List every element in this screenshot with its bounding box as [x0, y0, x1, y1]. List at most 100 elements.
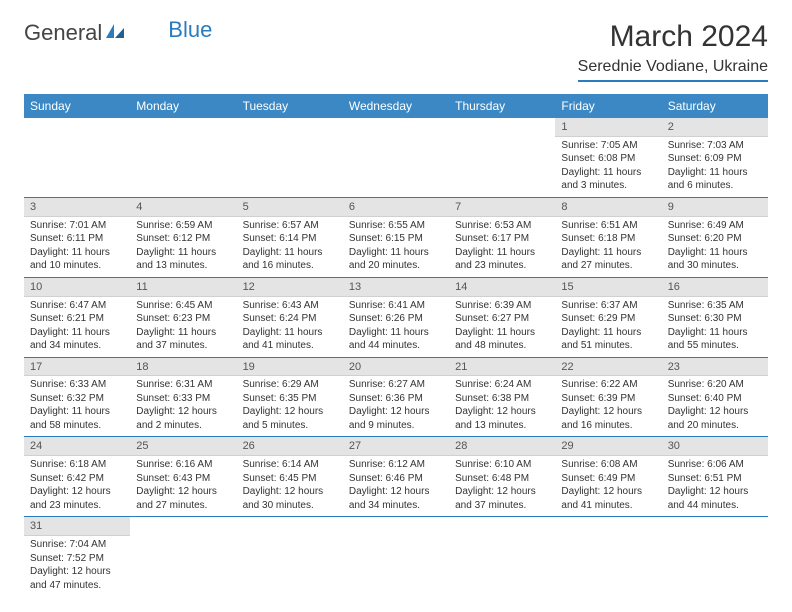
- day-number: 28: [449, 437, 555, 456]
- calendar-cell: [343, 118, 449, 197]
- day-number: 17: [24, 358, 130, 377]
- calendar-cell: 26Sunrise: 6:14 AMSunset: 6:45 PMDayligh…: [237, 437, 343, 517]
- day-header: Saturday: [662, 94, 768, 118]
- daylight-text: Daylight: 12 hours and 13 minutes.: [455, 405, 549, 432]
- calendar-week: 24 Sunrise: 6:18 AMSunset: 6:42 PM Dayligh…: [24, 437, 768, 517]
- sunset-text: Sunset: 6:35 PM: [243, 392, 337, 406]
- sunset-text: Sunset: 6:17 PM: [455, 232, 549, 246]
- calendar-cell: 17Sunrise: 6:33 AMSunset: 6:32 PMDayligh…: [24, 357, 130, 437]
- calendar-cell: [555, 517, 661, 596]
- daylight-text: Daylight: 11 hours and 58 minutes.: [30, 405, 124, 432]
- daylight-text: Daylight: 11 hours and 44 minutes.: [349, 326, 443, 353]
- day-number: 16: [662, 278, 768, 297]
- sunrise-text: Sunrise: 6:16 AM: [136, 458, 230, 472]
- day-header: Tuesday: [237, 94, 343, 118]
- daylight-text: Daylight: 11 hours and 3 minutes.: [561, 166, 655, 193]
- daylight-text: Daylight: 12 hours and 2 minutes.: [136, 405, 230, 432]
- sunrise-text: Sunrise: 6:14 AM: [243, 458, 337, 472]
- calendar-cell: 15Sunrise: 6:37 AMSunset: 6:29 PMDayligh…: [555, 277, 661, 357]
- calendar-cell: 6Sunrise: 6:55 AMSunset: 6:15 PMDaylight…: [343, 197, 449, 277]
- day-number: 14: [449, 278, 555, 297]
- daylight-text: Daylight: 11 hours and 51 minutes.: [561, 326, 655, 353]
- logo: General Blue: [24, 20, 212, 46]
- calendar-cell: [130, 118, 236, 197]
- calendar-cell: 9Sunrise: 6:49 AMSunset: 6:20 PMDaylight…: [662, 197, 768, 277]
- calendar-cell: 5Sunrise: 6:57 AMSunset: 6:14 PMDaylight…: [237, 197, 343, 277]
- day-body: Sunrise: 6:16 AMSunset: 6:43 PMDaylight:…: [130, 456, 236, 516]
- daylight-text: Daylight: 12 hours and 20 minutes.: [668, 405, 762, 432]
- daylight-text: Daylight: 12 hours and 34 minutes.: [349, 485, 443, 512]
- sunset-text: Sunset: 6:39 PM: [561, 392, 655, 406]
- sunrise-text: Sunrise: 6:37 AM: [561, 299, 655, 313]
- calendar-cell: 3Sunrise: 7:01 AMSunset: 6:11 PMDaylight…: [24, 197, 130, 277]
- day-body: Sunrise: 6:20 AMSunset: 6:40 PMDaylight:…: [662, 376, 768, 436]
- day-number: 8: [555, 198, 661, 217]
- sunrise-text: Sunrise: 6:20 AM: [668, 378, 762, 392]
- calendar-cell: 1Sunrise: 7:05 AMSunset: 6:08 PMDaylight…: [555, 118, 661, 197]
- sunrise-text: Sunrise: 7:03 AM: [668, 139, 762, 153]
- day-body: Sunrise: 7:01 AMSunset: 6:11 PMDaylight:…: [24, 217, 130, 277]
- day-body: Sunrise: 6:53 AMSunset: 6:17 PMDaylight:…: [449, 217, 555, 277]
- sunrise-text: Sunrise: 6:08 AM: [561, 458, 655, 472]
- day-number: 31: [24, 517, 130, 536]
- day-body: Sunrise: 6:57 AMSunset: 6:14 PMDaylight:…: [237, 217, 343, 277]
- day-body: Sunrise: 6:10 AMSunset: 6:48 PMDaylight:…: [449, 456, 555, 516]
- day-header: Wednesday: [343, 94, 449, 118]
- sunrise-text: Sunrise: 6:49 AM: [668, 219, 762, 233]
- daylight-text: Daylight: 12 hours and 30 minutes.: [243, 485, 337, 512]
- day-number: 24: [24, 437, 130, 456]
- sunrise-text: Sunrise: 6:35 AM: [668, 299, 762, 313]
- day-number: 22: [555, 358, 661, 377]
- day-header: Sunday: [24, 94, 130, 118]
- day-body: Sunrise: 6:55 AMSunset: 6:15 PMDaylight:…: [343, 217, 449, 277]
- day-body: Sunrise: 6:24 AMSunset: 6:38 PMDaylight:…: [449, 376, 555, 436]
- day-number: 5: [237, 198, 343, 217]
- daylight-text: Daylight: 12 hours and 27 minutes.: [136, 485, 230, 512]
- calendar-cell: 22Sunrise: 6:22 AMSunset: 6:39 PMDayligh…: [555, 357, 661, 437]
- sunset-text: Sunset: 6:11 PM: [30, 232, 124, 246]
- calendar-cell: 13Sunrise: 6:41 AMSunset: 6:26 PMDayligh…: [343, 277, 449, 357]
- sunrise-text: Sunrise: 7:01 AM: [30, 219, 124, 233]
- day-body: Sunrise: 6:33 AMSunset: 6:32 PMDaylight:…: [24, 376, 130, 436]
- day-number: 23: [662, 358, 768, 377]
- day-number: 9: [662, 198, 768, 217]
- day-number: 29: [555, 437, 661, 456]
- day-body: Sunrise: 6:12 AMSunset: 6:46 PMDaylight:…: [343, 456, 449, 516]
- calendar-cell: 2Sunrise: 7:03 AMSunset: 6:09 PMDaylight…: [662, 118, 768, 197]
- day-body: Sunrise: 7:03 AMSunset: 6:09 PMDaylight:…: [662, 137, 768, 197]
- day-number: 18: [130, 358, 236, 377]
- day-header: Thursday: [449, 94, 555, 118]
- sunrise-text: Sunrise: 6:29 AM: [243, 378, 337, 392]
- calendar-cell: 27Sunrise: 6:12 AMSunset: 6:46 PMDayligh…: [343, 437, 449, 517]
- sunrise-text: Sunrise: 6:18 AM: [30, 458, 124, 472]
- logo-sail-icon: [104, 20, 126, 46]
- sunrise-text: Sunrise: 6:12 AM: [349, 458, 443, 472]
- daylight-text: Daylight: 11 hours and 27 minutes.: [561, 246, 655, 273]
- daylight-text: Daylight: 11 hours and 13 minutes.: [136, 246, 230, 273]
- calendar-cell: 16Sunrise: 6:35 AMSunset: 6:30 PMDayligh…: [662, 277, 768, 357]
- sunset-text: Sunset: 6:42 PM: [30, 472, 124, 486]
- sunset-text: Sunset: 6:12 PM: [136, 232, 230, 246]
- calendar-cell: 10Sunrise: 6:47 AMSunset: 6:21 PMDayligh…: [24, 277, 130, 357]
- daylight-text: Daylight: 12 hours and 44 minutes.: [668, 485, 762, 512]
- day-number: 15: [555, 278, 661, 297]
- sunset-text: Sunset: 6:14 PM: [243, 232, 337, 246]
- sunset-text: Sunset: 6:51 PM: [668, 472, 762, 486]
- daylight-text: Daylight: 12 hours and 5 minutes.: [243, 405, 337, 432]
- calendar-head: SundayMondayTuesdayWednesdayThursdayFrid…: [24, 94, 768, 118]
- day-number: 11: [130, 278, 236, 297]
- day-body: Sunrise: 6:47 AMSunset: 6:21 PMDaylight:…: [24, 297, 130, 357]
- calendar-cell: 25Sunrise: 6:16 AMSunset: 6:43 PMDayligh…: [130, 437, 236, 517]
- day-body: Sunrise: 6:08 AMSunset: 6:49 PMDaylight:…: [555, 456, 661, 516]
- day-number: 12: [237, 278, 343, 297]
- calendar-table: SundayMondayTuesdayWednesdayThursdayFrid…: [24, 94, 768, 596]
- calendar-cell: 18Sunrise: 6:31 AMSunset: 6:33 PMDayligh…: [130, 357, 236, 437]
- sunset-text: Sunset: 6:32 PM: [30, 392, 124, 406]
- calendar-cell: 21Sunrise: 6:24 AMSunset: 6:38 PMDayligh…: [449, 357, 555, 437]
- day-body: Sunrise: 7:04 AMSunset: 7:52 PMDaylight:…: [24, 536, 130, 596]
- day-body: Sunrise: 6:31 AMSunset: 6:33 PMDaylight:…: [130, 376, 236, 436]
- sunset-text: Sunset: 6:27 PM: [455, 312, 549, 326]
- sunrise-text: Sunrise: 6:57 AM: [243, 219, 337, 233]
- calendar-week: 17Sunrise: 6:33 AMSunset: 6:32 PMDayligh…: [24, 357, 768, 437]
- calendar-cell: [449, 118, 555, 197]
